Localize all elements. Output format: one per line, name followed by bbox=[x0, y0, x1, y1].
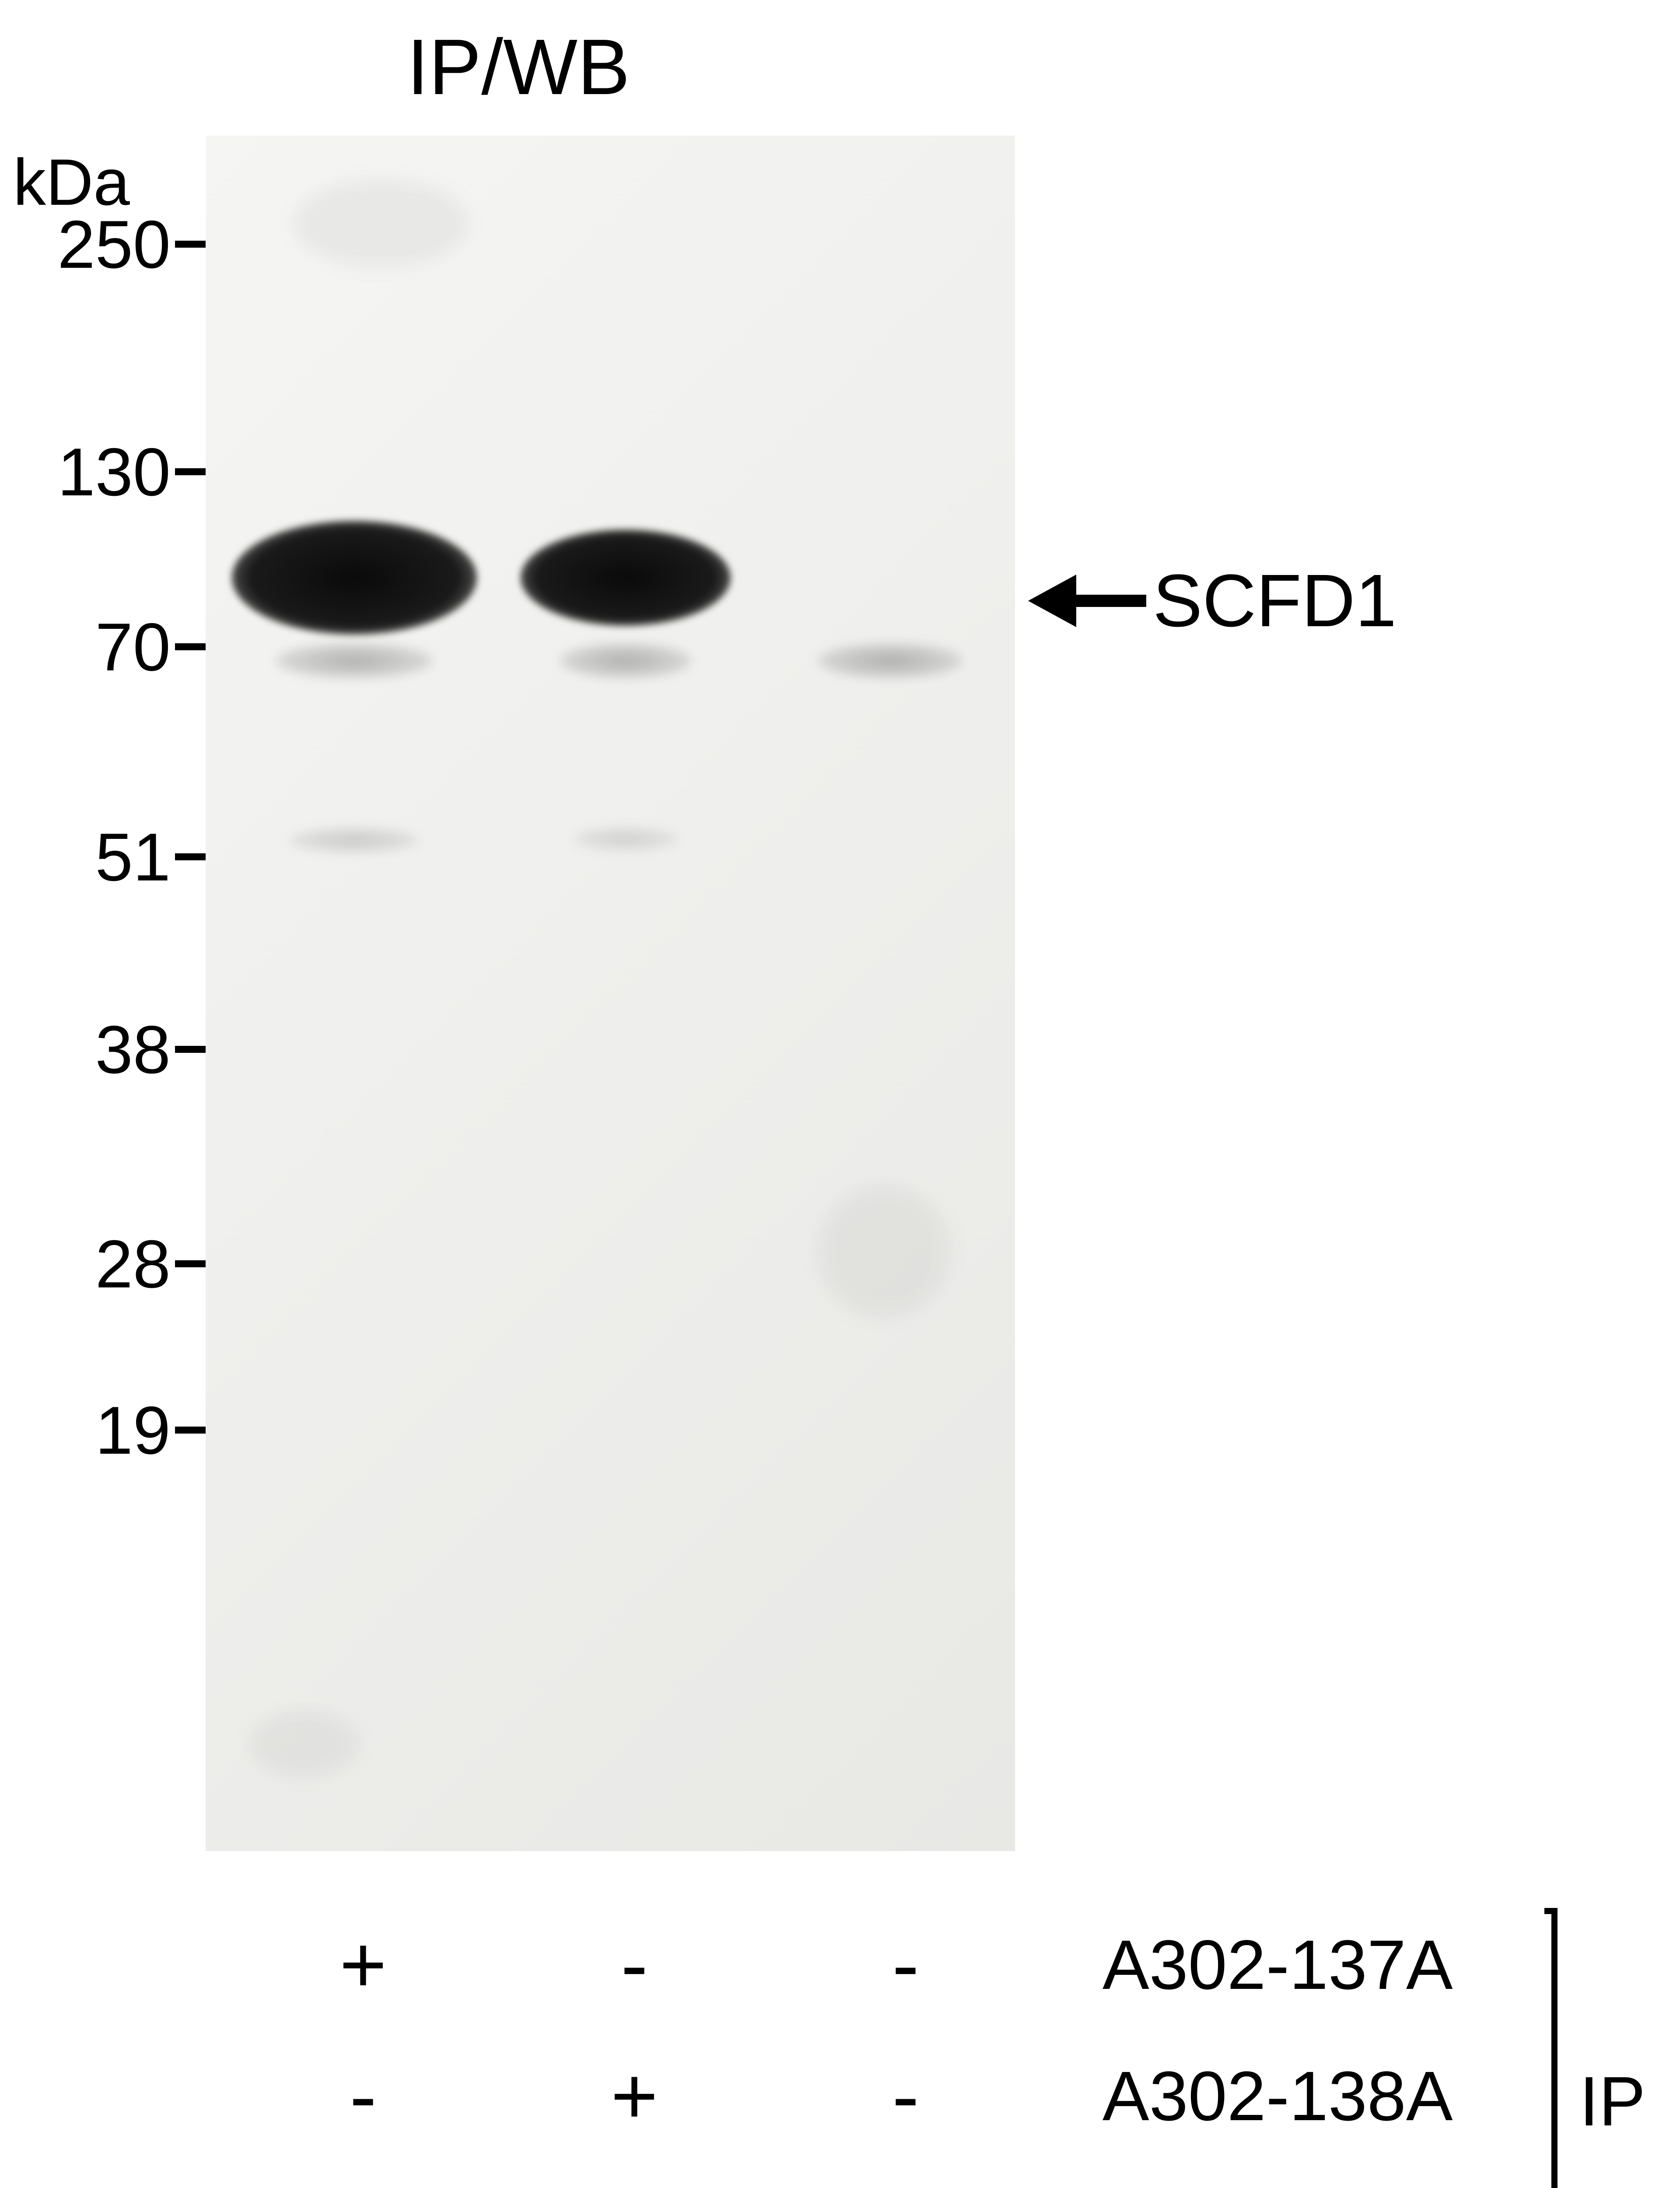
marker-70: 70 bbox=[13, 608, 171, 686]
marker-51: 51 bbox=[13, 818, 171, 896]
table-cell: + bbox=[770, 2181, 1041, 2188]
marker-28: 28 bbox=[13, 1225, 171, 1303]
band-lane2-faint bbox=[573, 827, 678, 851]
figure-title: IP/WB bbox=[407, 22, 630, 112]
marker-tick bbox=[175, 1046, 206, 1053]
protein-arrow-label: SCFD1 bbox=[1028, 558, 1396, 644]
figure-container: IP/WB kDa 250 130 70 51 38 28 19 SCFD1 +… bbox=[0, 0, 1680, 2188]
table-row: + - - A302-137A bbox=[228, 1899, 1453, 2030]
marker-tick bbox=[175, 241, 206, 248]
marker-tick bbox=[175, 1260, 206, 1267]
table-cell: - bbox=[499, 1918, 770, 2011]
marker-tick bbox=[175, 643, 206, 650]
marker-38: 38 bbox=[13, 1011, 171, 1089]
band-lane2-scfd1 bbox=[521, 529, 731, 626]
marker-19: 19 bbox=[13, 1392, 171, 1469]
band-lane1-scfd1 bbox=[232, 521, 477, 635]
blot-noise bbox=[818, 1186, 949, 1317]
table-cell: - bbox=[499, 2181, 770, 2188]
table-cell: + bbox=[228, 1918, 499, 2011]
table-cell: - bbox=[228, 2050, 499, 2142]
marker-tick bbox=[175, 853, 206, 860]
band-lane1-faint bbox=[289, 827, 420, 853]
table-cell: - bbox=[770, 1918, 1041, 2011]
blot-noise bbox=[249, 1711, 359, 1777]
marker-tick bbox=[175, 1427, 206, 1434]
table-row: - + - A302-138A bbox=[228, 2030, 1453, 2162]
antibody-label-2: A302-138A bbox=[1102, 2056, 1453, 2136]
band-lane3-nonspecific bbox=[818, 643, 962, 678]
marker-250: 250 bbox=[13, 206, 171, 284]
band-lane2-nonspecific bbox=[560, 643, 691, 678]
marker-tick bbox=[175, 468, 206, 475]
ip-conditions-table: + - - A302-137A - + - A302-138A - - + Ct… bbox=[228, 1899, 1453, 2188]
band-lane1-nonspecific bbox=[276, 643, 433, 678]
table-row: - - + Ctrl IgG bbox=[228, 2162, 1453, 2188]
table-cell: + bbox=[499, 2050, 770, 2142]
table-cell: - bbox=[770, 2050, 1041, 2142]
protein-name: SCFD1 bbox=[1153, 558, 1396, 644]
blot-noise bbox=[293, 179, 468, 267]
antibody-label-1: A302-137A bbox=[1102, 1925, 1453, 2005]
ip-bracket bbox=[1544, 1908, 1558, 2188]
table-cell: - bbox=[228, 2181, 499, 2188]
marker-130: 130 bbox=[13, 433, 171, 511]
blot-membrane bbox=[206, 136, 1015, 1851]
arrow-line bbox=[1076, 595, 1146, 607]
ip-bracket-label: IP bbox=[1579, 2061, 1645, 2142]
arrow-left-icon bbox=[1028, 575, 1076, 627]
